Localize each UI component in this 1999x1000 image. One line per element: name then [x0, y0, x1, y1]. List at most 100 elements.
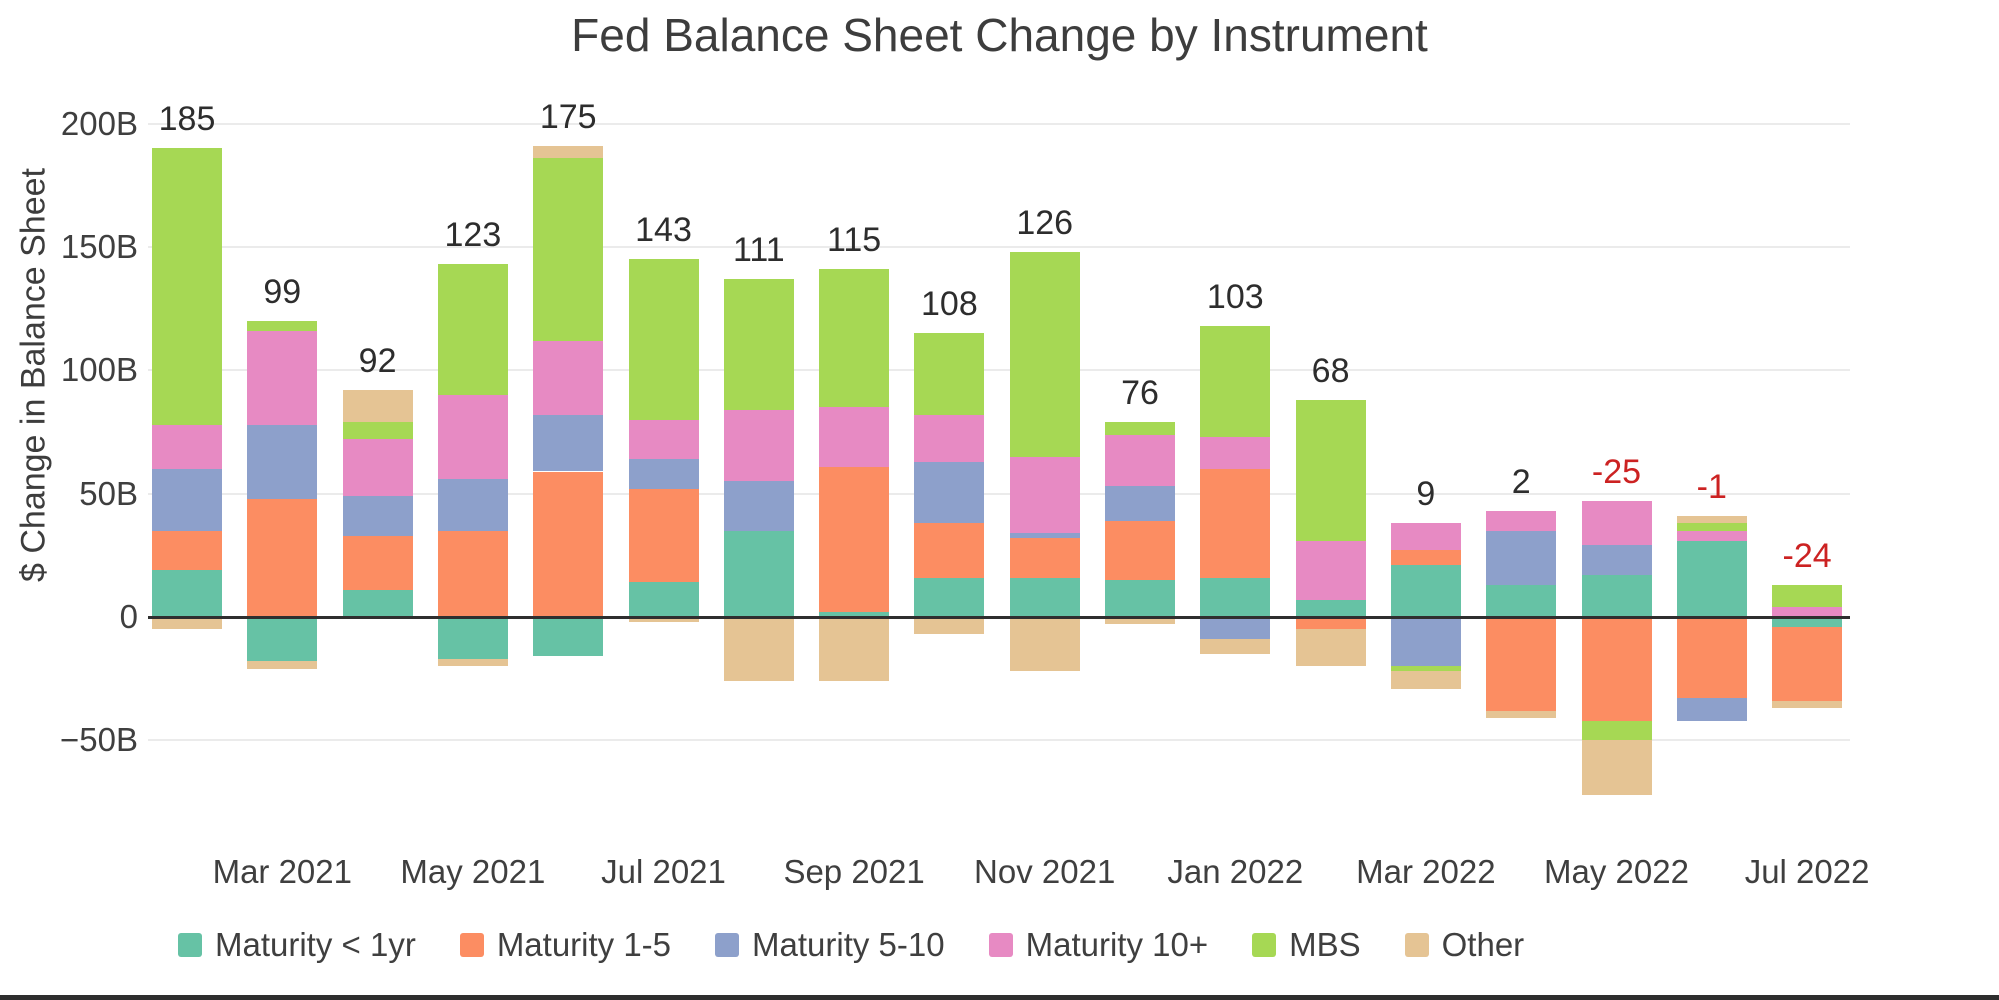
- bar-segment[interactable]: [1581, 740, 1652, 795]
- bar-segment[interactable]: [1390, 671, 1461, 689]
- bar-segment[interactable]: [152, 469, 222, 531]
- bar-segment[interactable]: [342, 496, 413, 536]
- bar-segment[interactable]: [1581, 501, 1652, 546]
- bar-segment[interactable]: [1200, 577, 1271, 617]
- bar-segment[interactable]: [914, 461, 985, 524]
- bar-segment[interactable]: [1105, 422, 1175, 435]
- bar-segment[interactable]: [723, 409, 794, 482]
- legend-item-maturity-1-5[interactable]: Maturity 1-5: [459, 926, 671, 964]
- bar-segment[interactable]: [1772, 584, 1843, 608]
- legend-item-maturity-1yr[interactable]: Maturity < 1yr: [178, 926, 416, 964]
- bar-segment[interactable]: [1676, 515, 1747, 524]
- bar-segment[interactable]: [437, 395, 508, 479]
- bar-segment[interactable]: [1200, 326, 1271, 437]
- bar-segment[interactable]: [342, 535, 413, 590]
- bar-segment[interactable]: [914, 577, 985, 617]
- bar-segment[interactable]: [1486, 584, 1557, 617]
- bar-segment[interactable]: [1676, 617, 1747, 699]
- bar-segment[interactable]: [1486, 617, 1557, 711]
- bar-segment[interactable]: [1200, 436, 1271, 470]
- bar-segment[interactable]: [1295, 540, 1366, 600]
- bar-segment[interactable]: [723, 481, 794, 531]
- bar-segment[interactable]: [533, 617, 604, 657]
- bar-segment[interactable]: [628, 488, 699, 583]
- bar-segment[interactable]: [247, 424, 318, 499]
- bar-segment[interactable]: [152, 617, 222, 630]
- bar-segment[interactable]: [1105, 486, 1175, 521]
- bar-segment[interactable]: [152, 570, 222, 617]
- bar-segment[interactable]: [533, 471, 604, 617]
- bar-segment[interactable]: [152, 424, 222, 470]
- bar-segment[interactable]: [342, 422, 413, 440]
- bar-segment[interactable]: [723, 619, 794, 682]
- bar-segment[interactable]: [247, 661, 318, 669]
- bar-segment[interactable]: [819, 407, 890, 467]
- bar-segment[interactable]: [628, 582, 699, 617]
- bar-segment[interactable]: [247, 321, 318, 331]
- bar-segment[interactable]: [437, 658, 508, 667]
- bar-segment[interactable]: [1105, 580, 1175, 617]
- bar-segment[interactable]: [628, 419, 699, 460]
- bar-segment[interactable]: [437, 617, 508, 659]
- bar-segment[interactable]: [1581, 575, 1652, 617]
- bar-segment[interactable]: [914, 523, 985, 578]
- bar-segment[interactable]: [1486, 510, 1557, 531]
- bar-segment[interactable]: [1581, 545, 1652, 576]
- bar-segment[interactable]: [1009, 617, 1080, 672]
- bar-segment[interactable]: [819, 612, 890, 617]
- bar-segment[interactable]: [533, 145, 604, 159]
- bar-segment[interactable]: [914, 333, 985, 415]
- legend-item-maturity-5-10[interactable]: Maturity 5-10: [715, 926, 945, 964]
- legend-item-maturity-10[interactable]: Maturity 10+: [988, 926, 1208, 964]
- bar-segment[interactable]: [152, 530, 222, 571]
- bar-segment[interactable]: [628, 459, 699, 489]
- bar-segment[interactable]: [914, 414, 985, 462]
- bar-segment[interactable]: [342, 390, 413, 423]
- bar-segment[interactable]: [819, 617, 890, 682]
- bar-segment[interactable]: [1390, 565, 1461, 617]
- bar-segment[interactable]: [1200, 639, 1271, 654]
- bar-segment[interactable]: [819, 466, 890, 613]
- bar-segment[interactable]: [1200, 469, 1271, 578]
- bar-segment[interactable]: [1009, 538, 1080, 578]
- bar-segment[interactable]: [1772, 607, 1843, 617]
- bar-segment[interactable]: [247, 617, 318, 662]
- legend-item-other[interactable]: Other: [1404, 926, 1524, 964]
- bar-segment[interactable]: [1772, 617, 1843, 627]
- bar-segment[interactable]: [1390, 666, 1461, 672]
- bar-segment[interactable]: [1676, 540, 1747, 617]
- bar-segment[interactable]: [247, 330, 318, 425]
- bar-segment[interactable]: [247, 498, 318, 617]
- bar-segment[interactable]: [1390, 617, 1461, 667]
- bar-segment[interactable]: [914, 617, 985, 635]
- bar-segment[interactable]: [533, 414, 604, 472]
- bar-segment[interactable]: [1009, 577, 1080, 617]
- bar-segment[interactable]: [1676, 523, 1747, 531]
- bar-segment[interactable]: [628, 617, 699, 622]
- bar-segment[interactable]: [628, 259, 699, 420]
- bar-segment[interactable]: [723, 279, 794, 410]
- bar-segment[interactable]: [342, 589, 413, 617]
- bar-segment[interactable]: [1105, 434, 1175, 487]
- bar-segment[interactable]: [1772, 626, 1843, 701]
- bar-segment[interactable]: [1009, 252, 1080, 457]
- bar-segment[interactable]: [819, 269, 890, 408]
- bar-segment[interactable]: [1676, 530, 1747, 541]
- bar-segment[interactable]: [437, 530, 508, 617]
- bar-segment[interactable]: [1486, 530, 1557, 585]
- bar-segment[interactable]: [533, 340, 604, 415]
- bar-segment[interactable]: [1390, 550, 1461, 566]
- bar-segment[interactable]: [1200, 617, 1271, 640]
- bar-segment[interactable]: [1295, 617, 1366, 630]
- bar-segment[interactable]: [152, 148, 222, 425]
- bar-segment[interactable]: [1486, 710, 1557, 719]
- bar-segment[interactable]: [1295, 599, 1366, 617]
- bar-segment[interactable]: [342, 439, 413, 497]
- bar-segment[interactable]: [1772, 700, 1843, 709]
- bar-segment[interactable]: [533, 158, 604, 341]
- bar-segment[interactable]: [1009, 456, 1080, 534]
- bar-segment[interactable]: [723, 530, 794, 617]
- bar-segment[interactable]: [1295, 399, 1366, 541]
- bar-segment[interactable]: [1581, 720, 1652, 741]
- bar-segment[interactable]: [1581, 617, 1652, 721]
